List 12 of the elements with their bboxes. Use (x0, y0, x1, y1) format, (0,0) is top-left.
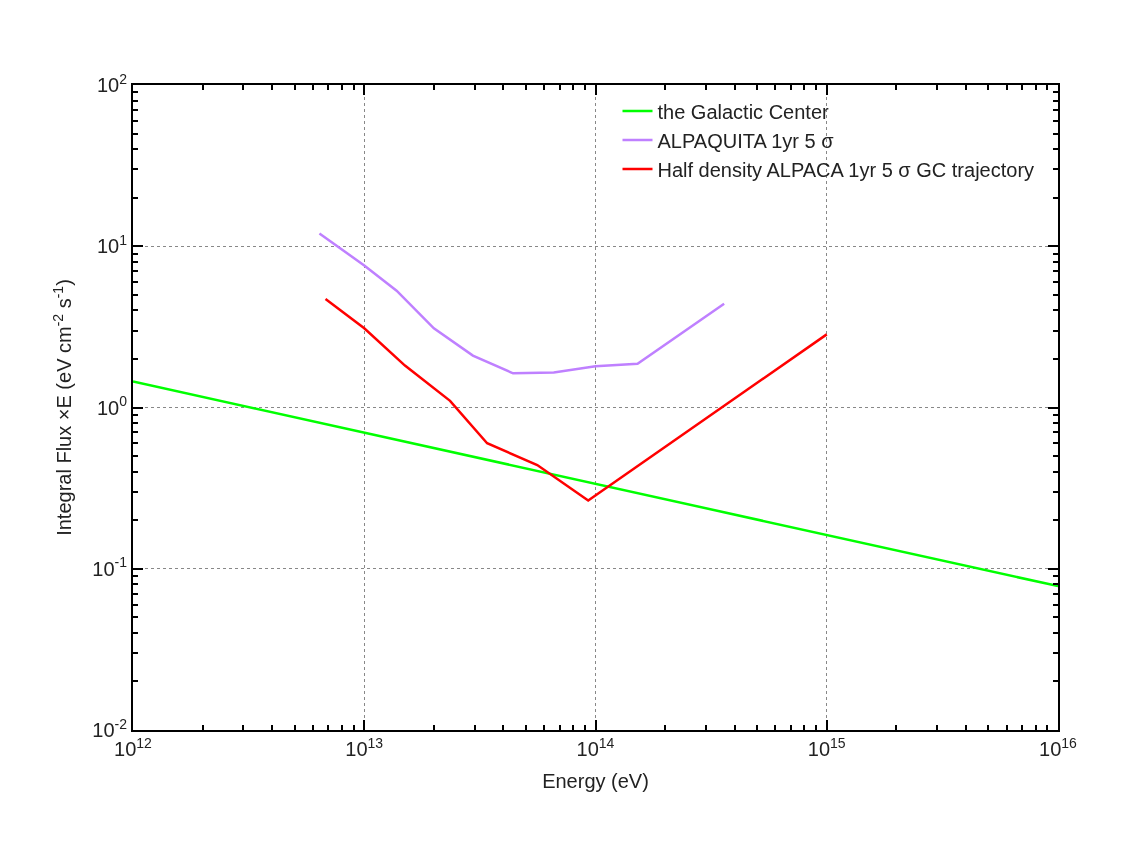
y-tick-label: 10$^{2}$ (96, 70, 128, 96)
x-axis-title: Energy (eV) (542, 770, 649, 792)
legend-label: Half density ALPACA 1yr 5 σ GC trajectory (657, 158, 1035, 181)
legend-label: ALPAQUITA 1yr 5 σ (657, 129, 835, 152)
x-tick-label: 10$^{16}$ (1039, 734, 1078, 760)
x-tick-label: 10$^{13}$ (345, 734, 384, 760)
legend-label: the Galactic Center (657, 100, 830, 123)
y-tick-label: 10$^{0}$ (96, 393, 128, 419)
x-tick-label: 10$^{15}$ (807, 734, 846, 760)
x-tick-label: 10$^{14}$ (576, 734, 615, 760)
y-tick-label: 10$^{1}$ (96, 231, 128, 258)
y-tick-label: 10$^{-1}$ (92, 554, 128, 580)
